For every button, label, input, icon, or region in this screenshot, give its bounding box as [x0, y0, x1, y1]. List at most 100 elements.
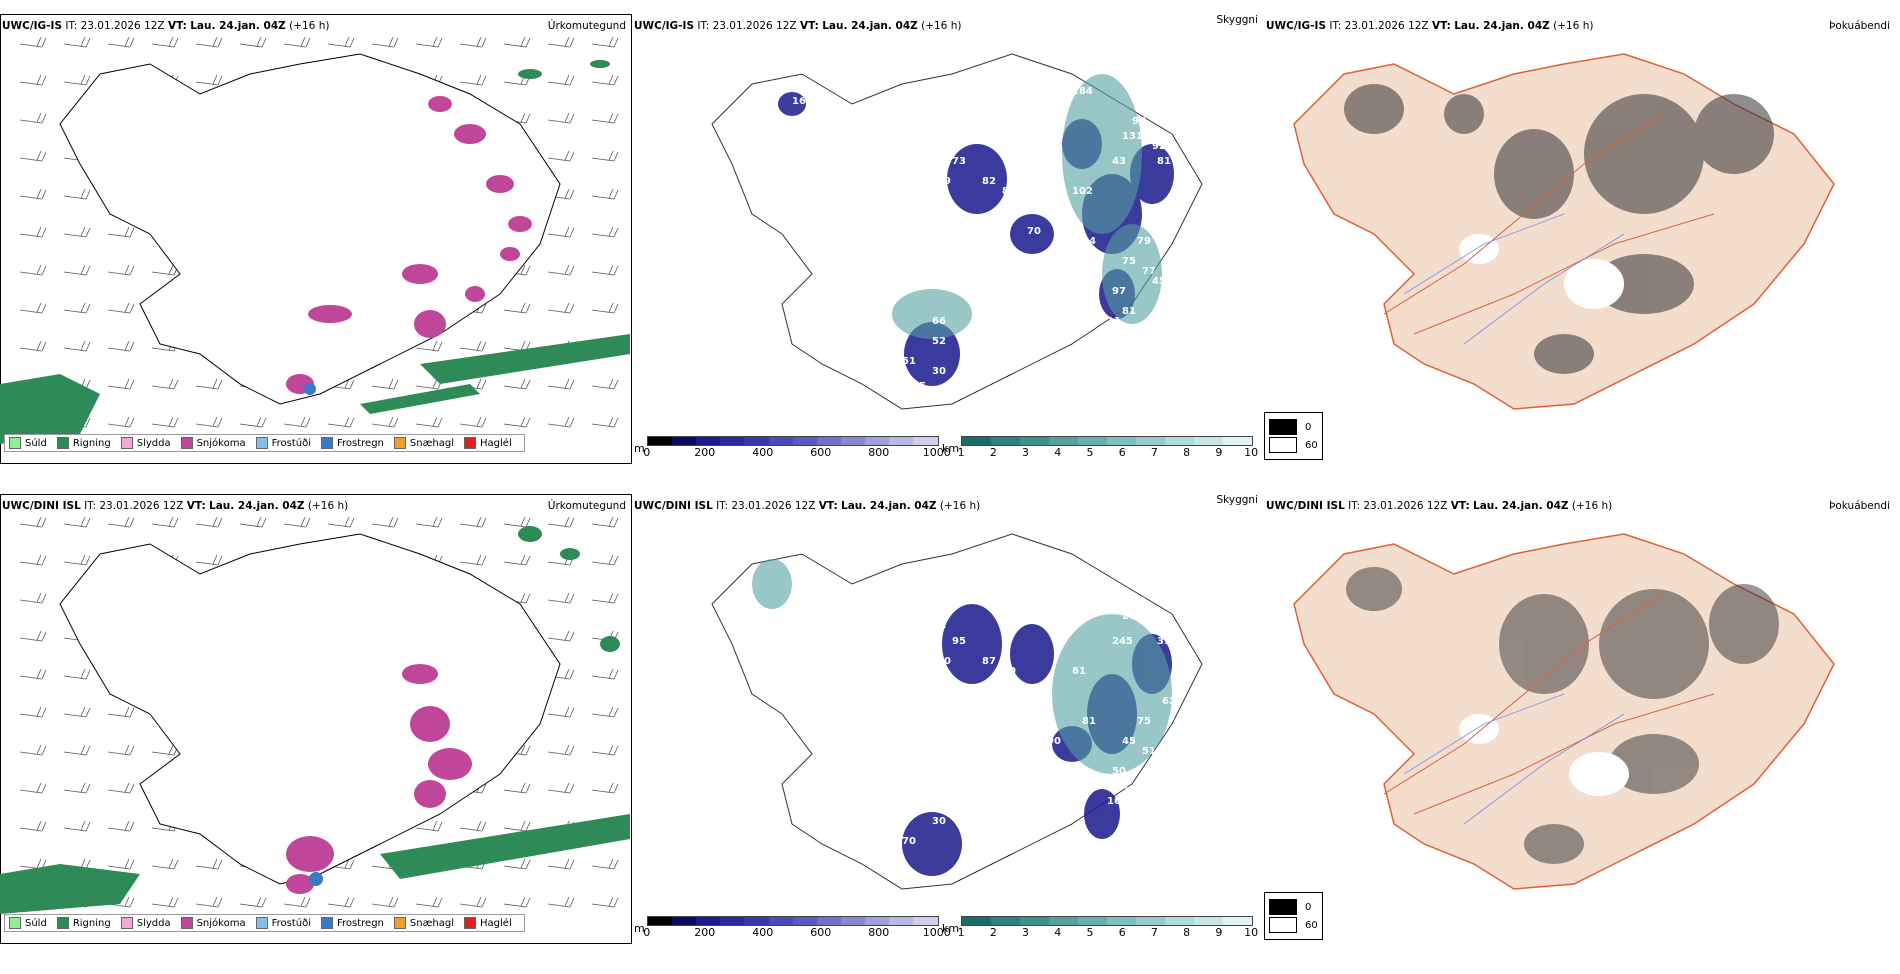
legend-item: Rigning	[56, 437, 111, 449]
legend-item: Slydda	[120, 917, 171, 929]
wind-barb	[63, 782, 91, 794]
wind-barb	[19, 340, 47, 352]
cloud-base-label: 80	[932, 141, 946, 152]
visibility-colorbar: km 1 2 3 4 5 6 7 8 9 10	[942, 436, 1258, 460]
colorbar-cell	[962, 437, 992, 445]
colorbar-cell	[1165, 437, 1195, 445]
wind-barb	[503, 36, 531, 48]
cloud-base-label: 79	[1137, 236, 1151, 247]
wind-barb	[503, 858, 531, 870]
legend-swatch	[393, 917, 406, 929]
fog-legend-row: 0	[1269, 419, 1318, 435]
wind-barb	[547, 226, 575, 238]
wind-barb	[547, 706, 575, 718]
lead-time: (+16 h)	[939, 500, 981, 512]
colorbar-tick: 200	[694, 926, 716, 939]
cloud-base-label: 131	[1122, 131, 1143, 142]
it-value: 23.01.2026 12Z	[1363, 500, 1448, 512]
cloud-base-label: 66	[932, 316, 946, 327]
colorbar-cell	[889, 917, 914, 925]
wind-barb	[151, 516, 179, 528]
wind-barb	[63, 188, 91, 200]
wind-barb	[19, 226, 47, 238]
wind-barb	[239, 896, 267, 908]
colorbar-unit: km	[942, 442, 960, 455]
legend-item: Rigning	[56, 917, 111, 929]
cloud-base-label: 81	[1157, 156, 1171, 167]
wind-barb	[19, 554, 47, 566]
colorbar-tick: 4	[1054, 446, 1062, 459]
wind-barb	[547, 896, 575, 908]
it-value: 23.01.2026 12Z	[1344, 20, 1429, 32]
cloud-base-label: 102	[1072, 186, 1093, 197]
cloud-panel-bottom: UWC/DINI ISL IT: 23.01.2026 12Z VT: Lau.…	[632, 494, 1262, 974]
legend-item: Snjókoma	[180, 917, 246, 929]
wind-barb	[195, 36, 223, 48]
wind-barb	[327, 896, 355, 908]
precip-map-top	[0, 36, 630, 444]
wind-barb	[19, 264, 47, 276]
colorbar-cell	[1194, 437, 1224, 445]
wind-barb	[19, 592, 47, 604]
cloud-base-label: 31	[932, 796, 946, 807]
wind-barb	[591, 112, 619, 124]
legend-swatch	[120, 917, 133, 929]
colorbar-cell	[1223, 917, 1253, 925]
lead-time: (+16 h)	[1553, 20, 1594, 32]
wind-barb	[195, 74, 223, 86]
cloud-base-label: 204	[1122, 611, 1143, 622]
panel-header: UWC/DINI ISL IT: 23.01.2026 12Z VT: Lau.…	[1266, 500, 1612, 512]
panel-title-cloud: Skyggni	[1216, 494, 1259, 506]
cloud-base-label: 7	[1032, 686, 1039, 697]
colorbar-cell	[1049, 917, 1079, 925]
precip-frame	[0, 14, 632, 464]
legend-item: Slydda	[120, 437, 171, 449]
wind-barb	[547, 302, 575, 314]
cloud-base-label: 52	[932, 336, 946, 347]
lead-time: (+16 h)	[307, 500, 349, 512]
cloud-base-label: 3	[802, 116, 809, 127]
colorbar-cell	[889, 437, 914, 445]
wind-barb	[19, 112, 47, 124]
colorbar-cell	[1020, 917, 1050, 925]
wind-barb	[547, 858, 575, 870]
panel-title-cloud: Skyggni	[1216, 14, 1259, 26]
colorbar-cell	[1165, 917, 1195, 925]
cloud-base-label: 35	[912, 381, 926, 392]
model-name: UWC/IG-IS	[634, 20, 695, 32]
colorbar-tick: 10	[1244, 446, 1259, 459]
fog-legend-row: 60	[1269, 917, 1318, 933]
wind-barb	[547, 782, 575, 794]
wind-barb	[195, 896, 223, 908]
wind-barb	[547, 744, 575, 756]
wind-barb	[19, 74, 47, 86]
fog-panel-bottom: UWC/DINI ISL IT: 23.01.2026 12Z VT: Lau.…	[1264, 494, 1894, 974]
wind-barb	[591, 302, 619, 314]
freezing-rain	[304, 383, 316, 395]
cloud-base-label: 95	[952, 636, 966, 647]
wind-barb	[459, 516, 487, 528]
legend-swatch	[180, 917, 193, 929]
cloud-base-label: 66	[992, 256, 1006, 267]
wind-barb	[371, 378, 399, 390]
wind-barb	[591, 416, 619, 428]
wind-barb	[415, 516, 443, 528]
colorbar-cell	[1136, 437, 1166, 445]
wind-barb	[415, 820, 443, 832]
panel-title-precip: Úrkomutegund	[547, 500, 626, 512]
cloud-base-label: 62	[1152, 756, 1166, 767]
wind-barb	[239, 36, 267, 48]
wind-barb	[547, 150, 575, 162]
wind-barb	[107, 264, 135, 276]
cloud-base-label: 6	[802, 596, 809, 607]
model-name: UWC/IG-IS	[2, 20, 63, 32]
colorbar-tick: 400	[752, 926, 774, 939]
height-colorbar: m 0 200 400 600 800 1000	[634, 916, 951, 940]
vt-label: VT:	[818, 500, 838, 512]
cloud-base-label: 77	[1162, 216, 1176, 227]
cloud-base-label: 106	[1047, 256, 1068, 267]
colorbar-unit: km	[942, 922, 960, 935]
wind-barb	[371, 416, 399, 428]
